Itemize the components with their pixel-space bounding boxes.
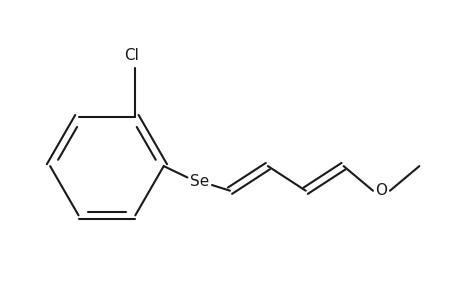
Text: Cl: Cl xyxy=(124,48,139,63)
Text: O: O xyxy=(375,183,386,198)
Text: Se: Se xyxy=(190,174,209,189)
